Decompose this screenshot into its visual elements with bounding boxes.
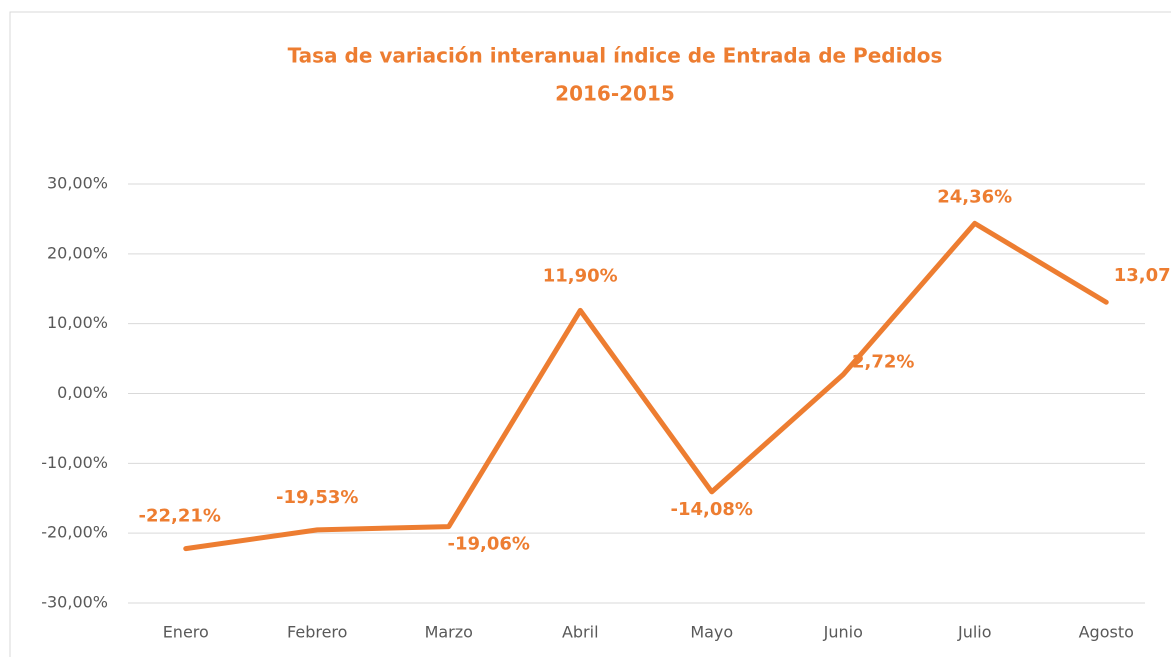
x-tick-label: Junio bbox=[823, 623, 863, 642]
x-tick-label: Febrero bbox=[287, 623, 347, 642]
y-tick-label: 30,00% bbox=[47, 174, 108, 193]
data-label: 24,36% bbox=[937, 186, 1012, 207]
chart-frame bbox=[9, 11, 1171, 661]
chart-title: Tasa de variación interanual índice de E… bbox=[288, 44, 943, 68]
y-tick-label: 0,00% bbox=[57, 383, 108, 402]
data-label: -19,53% bbox=[276, 487, 358, 508]
data-label: 11,90% bbox=[543, 265, 618, 286]
x-tick-label: Abril bbox=[562, 623, 599, 642]
x-tick-label: Marzo bbox=[425, 623, 473, 642]
y-tick-label: -30,00% bbox=[41, 593, 108, 612]
data-label: -14,08% bbox=[671, 499, 753, 520]
y-tick-label: -20,00% bbox=[41, 523, 108, 542]
data-label: 2,72% bbox=[852, 352, 914, 373]
line bbox=[183, 220, 1109, 552]
data-label: -22,21% bbox=[139, 506, 221, 527]
y-tick-label: 20,00% bbox=[47, 243, 108, 262]
chart-subtitle: 2016-2015 bbox=[555, 82, 675, 106]
data-label: 13,07% bbox=[1114, 265, 1171, 286]
y-tick-label: -10,00% bbox=[41, 453, 108, 472]
data-label: -19,06% bbox=[448, 534, 530, 555]
x-tick-label: Julio bbox=[957, 623, 992, 642]
x-tick-label: Mayo bbox=[690, 623, 733, 642]
x-tick-label: Enero bbox=[163, 623, 209, 642]
y-tick-label: 10,00% bbox=[47, 313, 108, 332]
x-tick-label: Agosto bbox=[1079, 623, 1134, 642]
